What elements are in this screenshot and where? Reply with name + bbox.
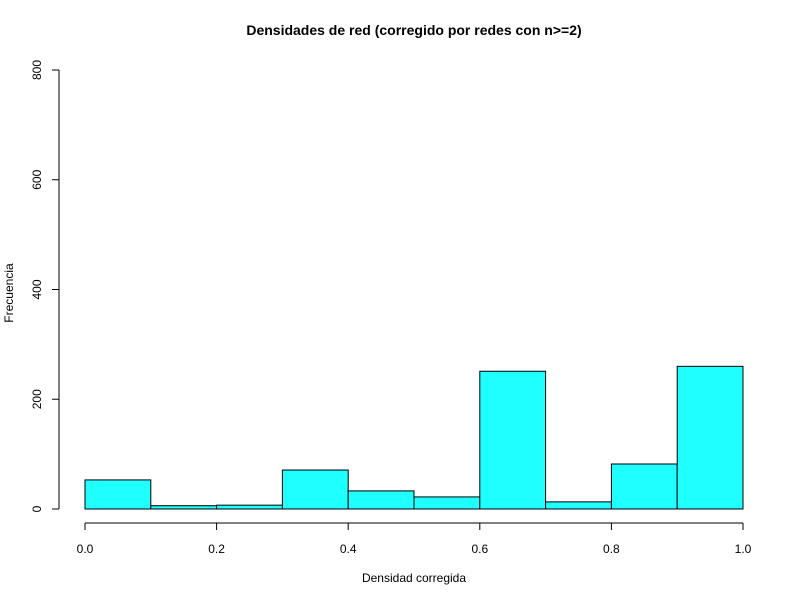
x-tick-label: 0.6 [471,542,488,556]
x-tick-label: 0.0 [77,542,94,556]
chart-title: Densidades de red (corregido por redes c… [246,22,581,38]
x-tick-label: 0.8 [603,542,620,556]
bar [84,479,152,510]
y-tick-label: 0 [30,505,44,512]
bar [545,501,612,510]
y-axis-label: Frecuencia [2,263,16,323]
y-tick-label: 200 [30,389,44,409]
bar [676,365,744,510]
x-tick-label: 1.0 [735,542,752,556]
bar [610,463,678,510]
y-tick-label: 400 [30,279,44,299]
bar [413,496,481,510]
bar [347,490,415,510]
x-tick-label: 0.2 [208,542,225,556]
bar [150,505,218,510]
bar [216,504,283,510]
y-tick-label: 600 [30,169,44,189]
y-tick-label: 800 [30,60,44,80]
x-tick-label: 0.4 [340,542,357,556]
bar [281,469,349,510]
x-axis-label: Densidad corregida [362,571,466,585]
bar [479,370,547,510]
